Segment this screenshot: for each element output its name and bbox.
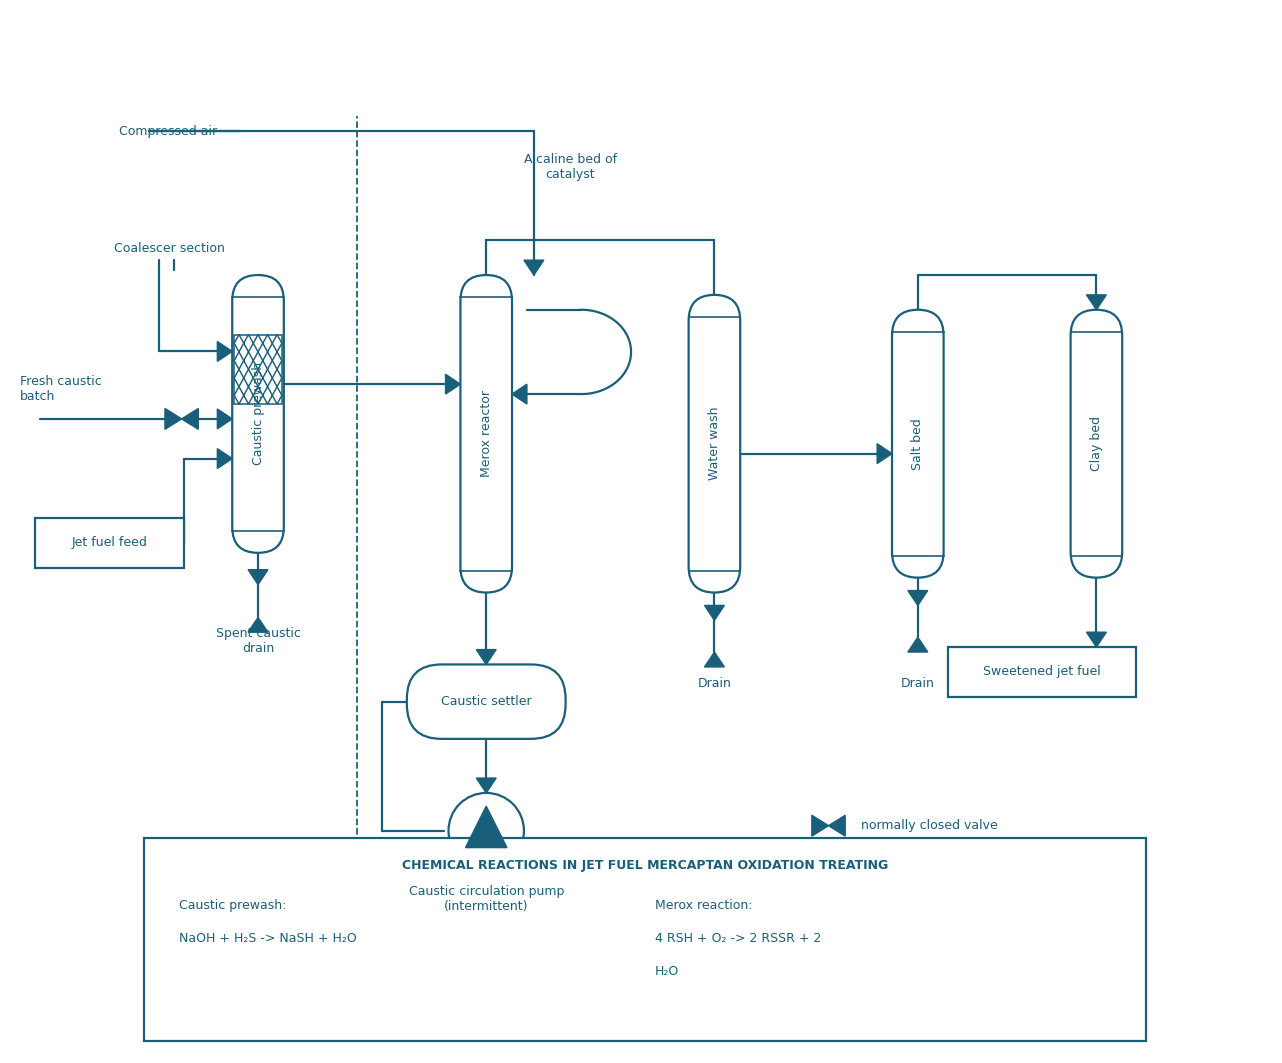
Text: Clay bed: Clay bed: [1090, 417, 1103, 471]
Text: Spent caustic
drain: Spent caustic drain: [215, 627, 300, 655]
Polygon shape: [218, 341, 232, 361]
Polygon shape: [477, 778, 496, 793]
Text: normally closed valve: normally closed valve: [854, 820, 999, 832]
Text: Caustic circulation pump
(intermittent): Caustic circulation pump (intermittent): [409, 885, 564, 913]
Polygon shape: [477, 649, 496, 664]
Text: Jet fuel feed: Jet fuel feed: [72, 537, 147, 550]
Polygon shape: [1086, 632, 1106, 647]
Polygon shape: [218, 449, 232, 469]
Text: Coalescer section: Coalescer section: [114, 242, 226, 255]
Polygon shape: [705, 606, 724, 621]
Polygon shape: [249, 618, 268, 632]
Polygon shape: [877, 443, 892, 463]
Text: Caustic settler: Caustic settler: [441, 695, 532, 708]
Polygon shape: [524, 260, 544, 275]
Text: Water wash: Water wash: [708, 407, 720, 480]
Text: Drain: Drain: [901, 677, 935, 690]
Text: NaOH + H₂S -> NaSH + H₂O: NaOH + H₂S -> NaSH + H₂O: [178, 932, 356, 945]
Text: Compressed air: Compressed air: [119, 124, 217, 138]
Text: 4 RSH + O₂ -> 2 RSSR + 2: 4 RSH + O₂ -> 2 RSSR + 2: [655, 932, 822, 945]
Text: Caustic prewash:: Caustic prewash:: [178, 899, 286, 912]
FancyBboxPatch shape: [688, 294, 740, 592]
FancyBboxPatch shape: [406, 664, 565, 739]
Text: CHEMICAL REACTIONS IN JET FUEL MERCAPTAN OXIDATION TREATING: CHEMICAL REACTIONS IN JET FUEL MERCAPTAN…: [401, 859, 888, 872]
Polygon shape: [705, 652, 724, 667]
Text: Caustic prewash: Caustic prewash: [251, 362, 264, 466]
Text: Merox reactor: Merox reactor: [479, 390, 492, 477]
Circle shape: [449, 793, 524, 868]
FancyBboxPatch shape: [1070, 309, 1122, 577]
Polygon shape: [828, 815, 845, 837]
FancyBboxPatch shape: [460, 275, 512, 592]
Polygon shape: [1086, 294, 1106, 309]
Polygon shape: [812, 815, 828, 837]
Polygon shape: [908, 591, 928, 606]
Polygon shape: [465, 806, 506, 847]
Polygon shape: [182, 408, 199, 429]
Polygon shape: [908, 637, 928, 652]
Text: H₂O: H₂O: [655, 964, 679, 978]
Text: Merox reaction:: Merox reaction:: [655, 899, 753, 912]
FancyBboxPatch shape: [232, 275, 283, 553]
Polygon shape: [165, 408, 182, 429]
Bar: [947, 647, 1136, 696]
Bar: [144, 838, 1146, 1041]
Polygon shape: [446, 374, 460, 394]
Bar: [35, 518, 183, 568]
Polygon shape: [249, 570, 268, 585]
Text: Sweetened jet fuel: Sweetened jet fuel: [983, 665, 1101, 678]
Polygon shape: [218, 409, 232, 428]
Text: Alcaline bed of
catalyst: Alcaline bed of catalyst: [524, 153, 617, 181]
FancyBboxPatch shape: [892, 309, 944, 577]
Text: Fresh caustic
batch: Fresh caustic batch: [21, 375, 101, 403]
Text: Salt bed: Salt bed: [912, 418, 924, 470]
Polygon shape: [512, 384, 527, 404]
Bar: [235, 335, 282, 404]
Text: Drain: Drain: [697, 677, 731, 690]
